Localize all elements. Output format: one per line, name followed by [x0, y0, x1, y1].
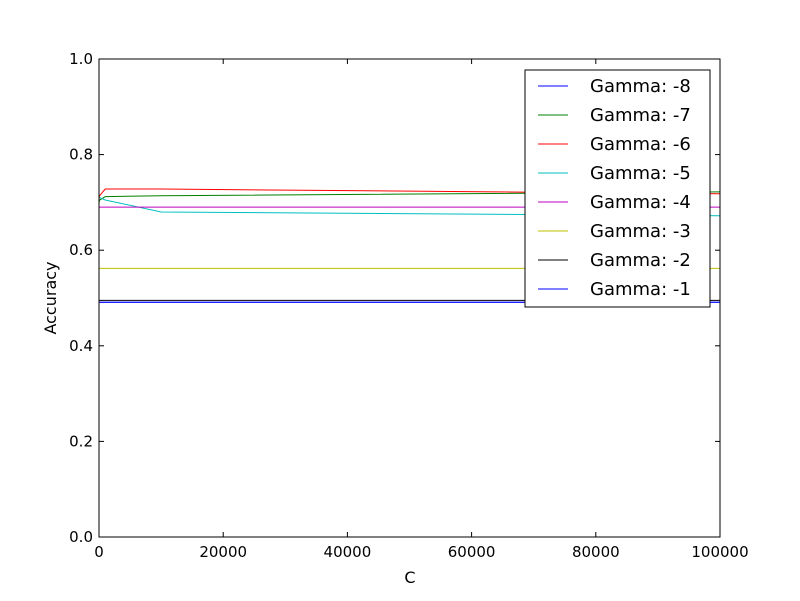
legend-entries: Gamma: -8 Gamma: -7 Gamma: -6 Gamma: -5 Gamm… — [538, 76, 691, 300]
legend-label: Gamma: -8 — [590, 76, 691, 97]
x-tick-label: 100000 — [691, 543, 748, 561]
x-axis-label: C — [404, 568, 415, 587]
legend-label: Gamma: -4 — [590, 192, 691, 213]
ticks-layer: 0 20000 40000 60000 80000 100000 0.0 0.2 0.4 0.6 0… — [69, 50, 748, 561]
x-tick-label: 0 — [94, 543, 104, 561]
y-axis-label: Accuracy — [41, 261, 60, 334]
legend-label: Gamma: -7 — [590, 105, 691, 126]
legend-label: Gamma: -5 — [590, 163, 691, 184]
y-tick-label: 0.4 — [69, 337, 93, 355]
y-tick-label: 0.0 — [69, 528, 93, 546]
plot-frame — [98, 58, 721, 538]
x-tick-label: 20000 — [199, 543, 247, 561]
legend-box — [524, 69, 711, 308]
x-tick-label: 40000 — [324, 543, 372, 561]
legend-label: Gamma: -6 — [590, 134, 691, 155]
y-tick-label: 0.6 — [69, 241, 93, 259]
y-tick-label: 1.0 — [69, 50, 93, 68]
legend-label: Gamma: -3 — [590, 221, 691, 242]
y-tick-label: 0.2 — [69, 432, 93, 450]
y-tick-label: 0.8 — [69, 146, 93, 164]
legend-label: Gamma: -2 — [590, 250, 691, 271]
legend: Gamma: -8 Gamma: -7 Gamma: -6 Gamma: -5 Gamm… — [524, 69, 711, 308]
x-tick-label: 60000 — [448, 543, 496, 561]
legend-label: Gamma: -1 — [590, 279, 691, 300]
x-tick-label: 80000 — [572, 543, 620, 561]
